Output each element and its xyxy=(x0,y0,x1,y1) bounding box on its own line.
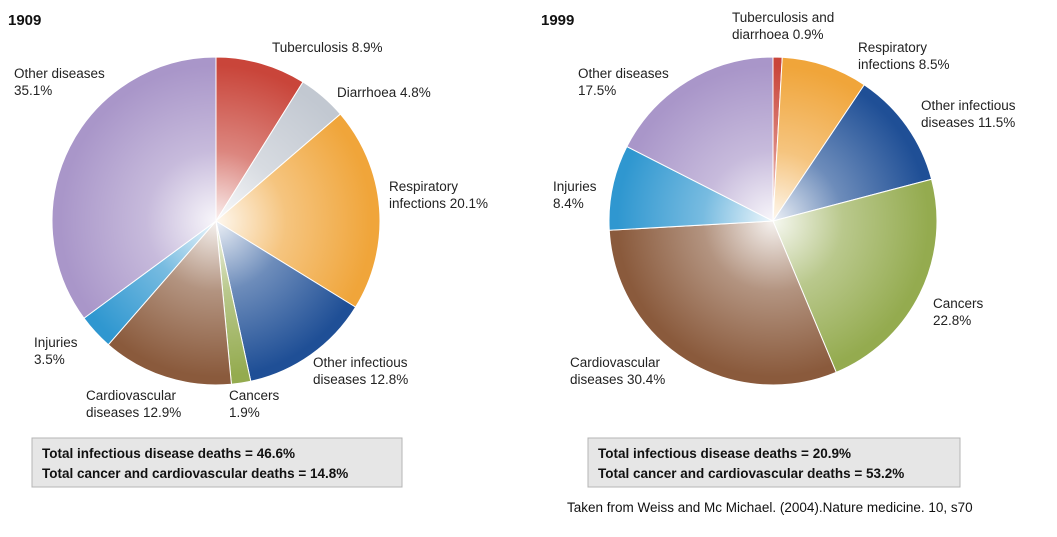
summary-line: Total infectious disease deaths = 20.9% xyxy=(598,446,851,461)
slice-label-tuberculosis: Tuberculosis 8.9% xyxy=(272,40,383,55)
summary-line: Total cancer and cardiovascular deaths =… xyxy=(42,466,348,481)
slice-label-respiratory-infections: Respiratory infections 8.5% xyxy=(858,40,950,72)
slice-label-other-infectious-diseases: Other infectious diseases 11.5% xyxy=(921,98,1016,130)
summary-box xyxy=(587,437,961,488)
chart-title: 1999 xyxy=(541,12,574,29)
slice-label-other-infectious-diseases: Other infectious diseases 12.8% xyxy=(313,355,408,387)
slice-label-diarrhoea: Diarrhoea 4.8% xyxy=(337,85,431,100)
summary-line: Total infectious disease deaths = 46.6% xyxy=(42,446,295,461)
slice-label-tuberculosis-and-diarrhoea: Tuberculosis and diarrhoea 0.9% xyxy=(732,10,834,42)
slice-label-cardiovascular-diseases: Cardiovascular diseases 12.9% xyxy=(86,388,181,420)
source-citation: Taken from Weiss and Mc Michael. (2004).… xyxy=(567,500,973,515)
slice-label-injuries: Injuries 3.5% xyxy=(34,335,78,367)
slice-label-respiratory-infections: Respiratory infections 20.1% xyxy=(389,179,488,211)
chart-title: 1909 xyxy=(8,12,41,29)
pie-chart-1999: 1999 Tuberculosis and diarrhoea 0.9% Respir… xyxy=(541,10,1016,488)
summary-line: Total cancer and cardiovascular deaths =… xyxy=(598,466,904,481)
slice-label-cardiovascular-diseases: Cardiovascular diseases 30.4% xyxy=(570,355,665,387)
slice-label-injuries: Injuries 8.4% xyxy=(553,179,597,211)
slice-label-cancers: Cancers 1.9% xyxy=(229,388,280,420)
pie-chart-1909: 1909 Tuberculosis 8.9% Diarrhoea 4.8% Respi… xyxy=(8,12,488,488)
slice-label-other-diseases: Other diseases 35.1% xyxy=(14,66,105,98)
summary-box xyxy=(31,437,403,488)
slice-label-other-diseases: Other diseases 17.5% xyxy=(578,66,669,98)
slice-label-cancers: Cancers 22.8% xyxy=(933,296,984,328)
